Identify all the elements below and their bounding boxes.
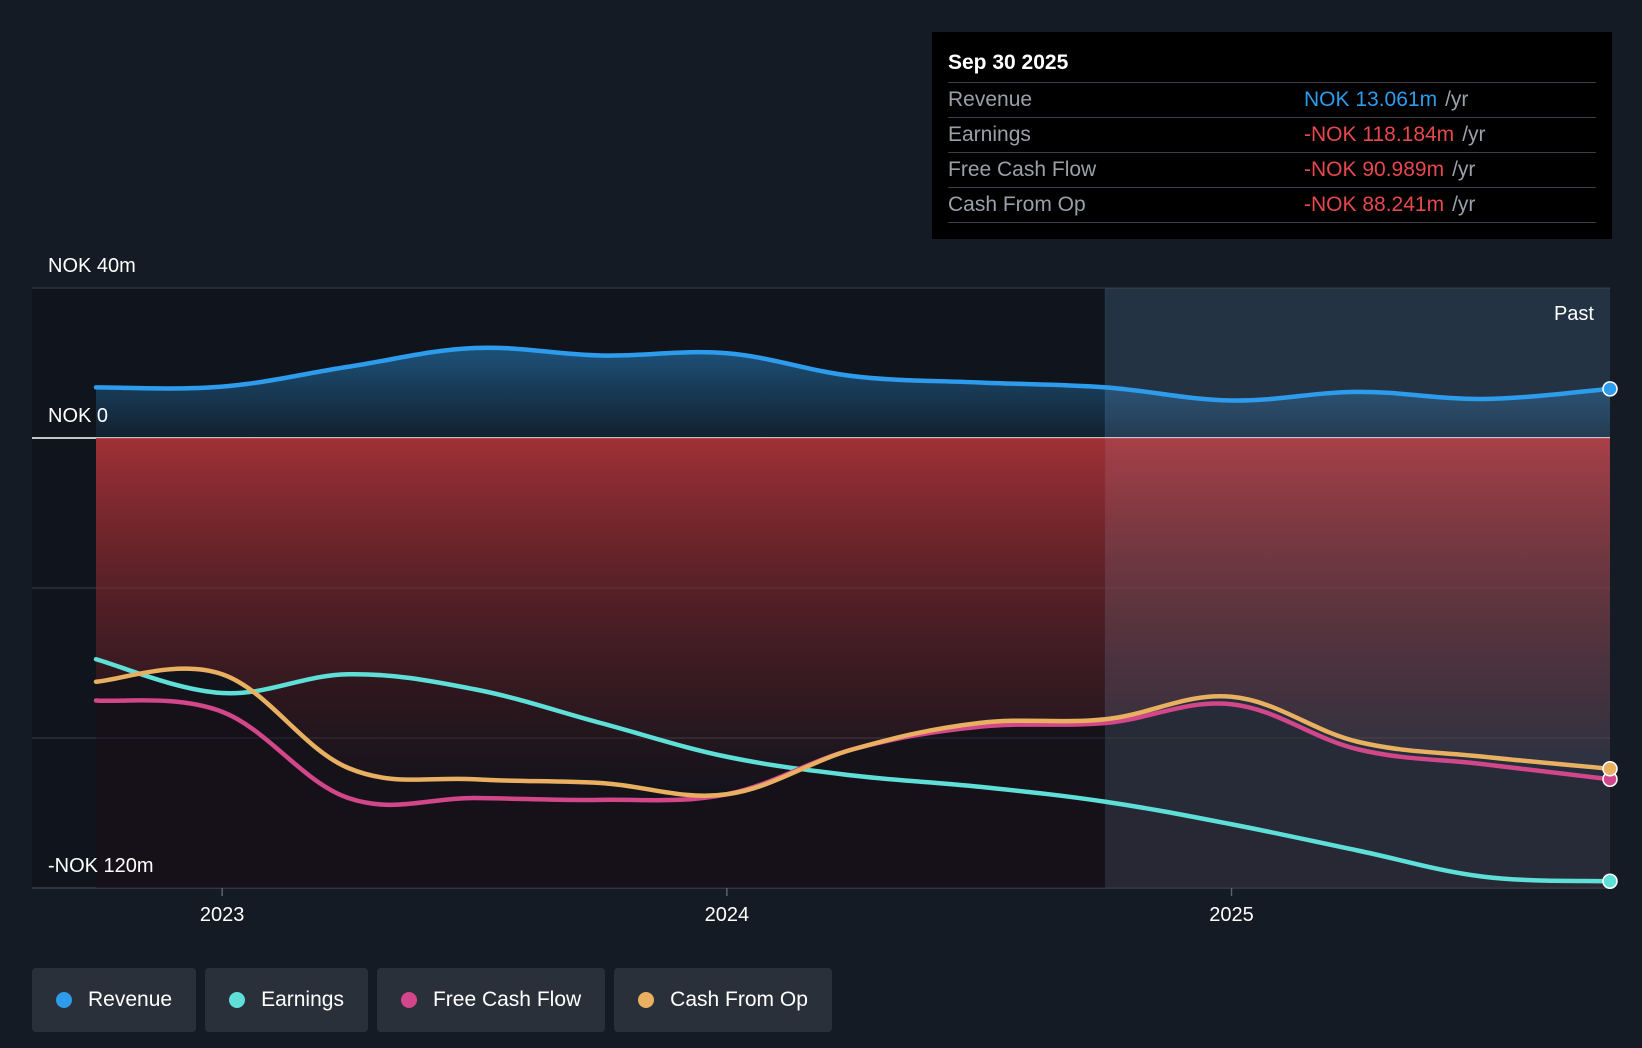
- legend-label: Free Cash Flow: [432, 988, 582, 1011]
- series-line-cash-from-op: [93, 666, 1613, 798]
- legend-item-revenue[interactable]: Revenue: [32, 968, 197, 1032]
- series-under-area: [96, 700, 1610, 888]
- past-label: Past: [1554, 303, 1594, 325]
- legend-item-cash-from-op[interactable]: Cash From Op: [614, 968, 832, 1032]
- legend-label: Revenue: [88, 988, 173, 1011]
- revenue-area: [96, 347, 1610, 438]
- tooltip-row-unit: /yr: [1445, 88, 1469, 111]
- tooltip-row-value: -NOK 88.241m: [1304, 193, 1445, 216]
- tooltip-row-value: NOK 13.061m: [1304, 88, 1438, 111]
- tooltip-row-unit: /yr: [1452, 158, 1476, 181]
- series-end-marker: [1602, 381, 1618, 397]
- series-under-area: [96, 659, 1610, 888]
- legend-dot-icon: [638, 992, 655, 1008]
- tooltip-row-earnings: Earnings -NOK 118.184m /yr: [948, 118, 1596, 153]
- tooltip-row-revenue: Revenue NOK 13.061m /yr: [948, 83, 1596, 118]
- legend: Revenue Earnings Free Cash Flow Cash Fro…: [32, 968, 832, 1032]
- legend-item-free-cash-flow[interactable]: Free Cash Flow: [376, 968, 606, 1032]
- series-end-markers: [1602, 381, 1618, 889]
- series-lines: [93, 345, 1613, 884]
- legend-dot-icon: [400, 992, 417, 1008]
- series-line-revenue: [93, 345, 1613, 403]
- tooltip-row-label: Free Cash Flow: [948, 158, 1097, 181]
- series-end-marker: [1602, 761, 1618, 777]
- tooltip-row-value: -NOK 118.184m: [1304, 123, 1455, 146]
- legend-dot-icon: [229, 992, 246, 1008]
- legend-label: Earnings: [261, 988, 344, 1011]
- tooltip-row-label: Revenue: [948, 88, 1033, 111]
- x-tick-label: 2023: [200, 904, 245, 926]
- x-tick-label: 2025: [1209, 904, 1254, 926]
- tooltip-row-unit: /yr: [1462, 123, 1486, 146]
- tooltip-panel: Sep 30 2025 Revenue NOK 13.061m /yr Earn…: [932, 32, 1612, 239]
- y-label-top: NOK 40m: [48, 255, 136, 277]
- tooltip-date: Sep 30 2025: [948, 46, 1596, 83]
- axis-labels: NOK 40m NOK 0 -NOK 120m Past 2023 2024 2025: [48, 255, 1594, 926]
- tooltip-row-cash-from-op: Cash From Op -NOK 88.241m /yr: [948, 188, 1596, 223]
- tooltip-row-unit: /yr: [1452, 193, 1476, 216]
- series-under-area: [96, 668, 1610, 888]
- legend-dot-icon: [56, 992, 72, 1008]
- y-label-bottom: -NOK 120m: [48, 855, 154, 877]
- tooltip-row-label: Cash From Op: [948, 193, 1086, 216]
- series-areas: [96, 288, 1610, 888]
- legend-label: Cash From Op: [670, 988, 808, 1011]
- negative-area: [96, 438, 1610, 796]
- tooltip-row-label: Earnings: [948, 123, 1031, 146]
- series-end-marker: [1602, 873, 1618, 889]
- x-tick-label: 2024: [705, 904, 750, 926]
- past-overlay: [1105, 288, 1610, 888]
- series-line-earnings: [93, 657, 1613, 884]
- tooltip-row-value: -NOK 90.989m: [1304, 158, 1445, 181]
- legend-item-earnings[interactable]: Earnings: [205, 968, 368, 1032]
- tooltip-row-free-cash-flow: Free Cash Flow -NOK 90.989m /yr: [948, 153, 1596, 188]
- y-label-zero: NOK 0: [48, 405, 108, 427]
